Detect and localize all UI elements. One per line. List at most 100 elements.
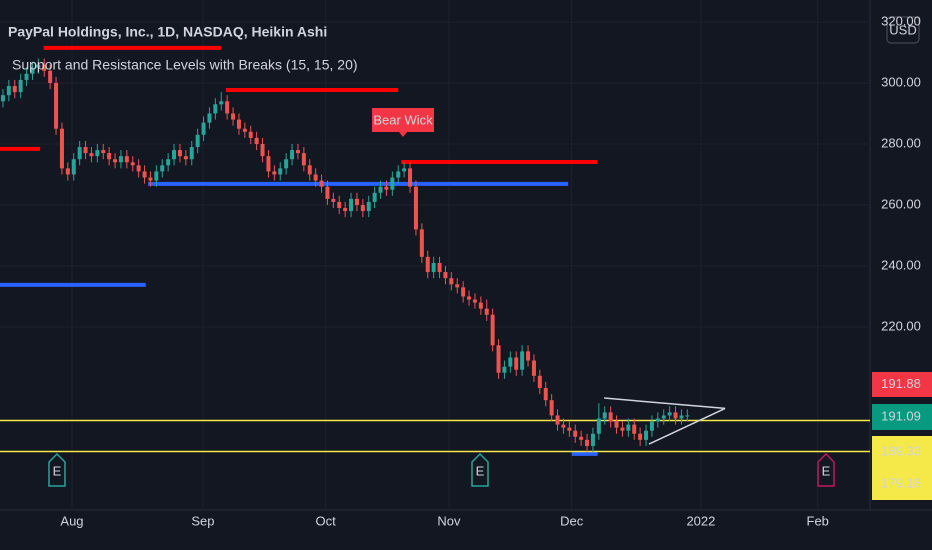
candle-body	[236, 119, 241, 129]
candle-body	[402, 168, 407, 172]
candle-body	[301, 153, 306, 166]
candle-body	[443, 272, 448, 279]
candle-body	[520, 351, 525, 370]
candle-body	[632, 424, 637, 434]
candle-body	[183, 156, 188, 160]
candle-body	[172, 150, 177, 160]
x-tick-label: Dec	[560, 513, 584, 528]
candle-body	[272, 171, 277, 175]
price-label: 191.88	[881, 376, 921, 391]
candle-body	[24, 73, 29, 80]
candle-body	[472, 299, 477, 303]
y-tick-label: 260.00	[881, 196, 921, 211]
candle-body	[567, 427, 572, 431]
chart-title: PayPal Holdings, Inc., 1D, NASDAQ, Heiki…	[8, 24, 327, 40]
candle-body	[71, 159, 76, 175]
earnings-marker	[471, 452, 489, 487]
candle-body	[543, 387, 548, 401]
candle-body	[319, 180, 324, 187]
x-tick-label: Feb	[807, 513, 829, 528]
candle-body	[124, 156, 129, 163]
candle-body	[384, 186, 389, 190]
candle-body	[413, 186, 418, 230]
candle-body	[65, 168, 70, 175]
candle-body	[219, 101, 224, 105]
candle-body	[679, 415, 684, 419]
candle-body	[18, 79, 23, 93]
candle-body	[195, 134, 200, 148]
price-label-box	[872, 436, 932, 468]
candle-body	[242, 128, 247, 132]
candle-body	[307, 165, 312, 175]
candle-body	[490, 314, 495, 346]
candle-body	[295, 150, 300, 154]
x-tick-label: 2022	[686, 513, 715, 528]
candle-body	[484, 308, 489, 315]
candle-body	[655, 418, 660, 422]
x-tick-label: Nov	[437, 513, 461, 528]
candle-body	[54, 82, 59, 129]
candle-body	[620, 427, 625, 431]
price-label-box	[872, 404, 932, 430]
candle-body	[118, 156, 123, 163]
candle-body	[30, 67, 35, 74]
candle-body	[254, 137, 259, 144]
candle-body	[349, 198, 354, 212]
annotation-label: Bear Wick	[373, 112, 433, 127]
earnings-label: E	[822, 463, 831, 478]
candle-body	[602, 412, 607, 419]
candle-body	[6, 86, 11, 96]
earnings-label: E	[53, 463, 62, 478]
candle-body	[561, 424, 566, 428]
indicator-title: Support and Resistance Levels with Break…	[12, 57, 358, 73]
candle-body	[207, 113, 212, 123]
candle-body	[213, 104, 218, 114]
candle-body	[514, 357, 519, 370]
price-label: 189.33	[881, 443, 921, 458]
y-tick-label: 240.00	[881, 257, 921, 272]
candle-body	[478, 302, 483, 309]
candle-body	[585, 439, 590, 446]
candle-body	[166, 159, 171, 166]
candle-body	[148, 177, 153, 181]
candle-body	[107, 153, 112, 160]
annotation-box	[372, 108, 434, 137]
candle-body	[461, 287, 466, 297]
candle-body	[48, 70, 53, 83]
candle-body	[644, 430, 649, 440]
candle-body	[508, 357, 513, 367]
candle-body	[278, 168, 283, 175]
candle-body	[225, 101, 230, 114]
candle-body	[496, 345, 501, 373]
candle-body	[649, 421, 654, 431]
trend-line	[604, 397, 726, 410]
candle-body	[614, 421, 619, 428]
currency-button[interactable]	[886, 16, 920, 44]
x-tick-label: Aug	[60, 513, 83, 528]
earnings-marker	[817, 452, 835, 487]
candle-body	[673, 412, 678, 419]
candle-body	[626, 424, 631, 431]
candle-body	[526, 351, 531, 361]
candle-body	[142, 171, 147, 178]
currency-label[interactable]: USD	[889, 22, 916, 37]
candle-body	[360, 204, 365, 212]
candle-body	[83, 147, 88, 154]
candle-body	[337, 201, 342, 209]
candle-body	[136, 165, 141, 172]
candle-body	[36, 64, 41, 68]
candle-body	[425, 256, 430, 273]
candle-body	[437, 262, 442, 273]
candle-body	[661, 415, 666, 419]
candle-body	[313, 174, 318, 181]
candle-body	[42, 64, 47, 71]
candle-body	[231, 113, 236, 120]
x-tick-label: Sep	[191, 513, 214, 528]
candle-body	[502, 366, 507, 373]
candle-body	[590, 433, 595, 446]
candle-body	[325, 186, 330, 199]
candle-body	[284, 159, 289, 169]
candle-body	[579, 436, 584, 440]
